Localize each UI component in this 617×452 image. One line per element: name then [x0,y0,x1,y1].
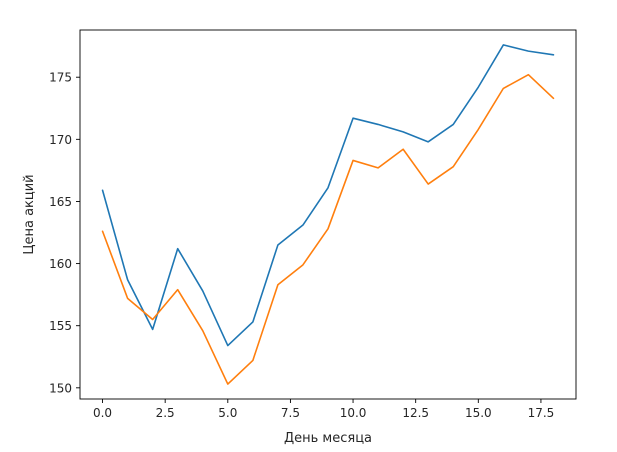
x-tick-label: 15.0 [465,406,492,420]
y-axis-ticks: 150 155 160 165 170 175 [49,71,80,395]
x-axis-label: День месяца [284,431,372,446]
y-tick-label: 175 [49,71,72,85]
x-axis-ticks: 0.0 2.5 5.0 7.5 10.0 12.5 15.0 17.5 [93,399,554,420]
series-lines [101,44,555,385]
plot-frame [79,29,577,400]
x-tick-label: 2.5 [156,406,175,420]
y-tick-label: 160 [49,257,72,271]
x-tick-label: 12.5 [402,406,429,420]
y-tick-label: 165 [49,195,72,209]
x-tick-label: 0.0 [93,406,112,420]
series-2-line [101,73,555,385]
x-tick-label: 17.5 [528,406,555,420]
y-axis-label: Цена акций [22,174,37,254]
x-tick-label: 5.0 [218,406,237,420]
y-tick-label: 155 [49,319,72,333]
series-1-line [101,44,555,347]
y-tick-label: 150 [49,381,72,395]
y-tick-label: 170 [49,133,72,147]
x-tick-label: 10.0 [340,406,367,420]
x-tick-label: 7.5 [281,406,300,420]
